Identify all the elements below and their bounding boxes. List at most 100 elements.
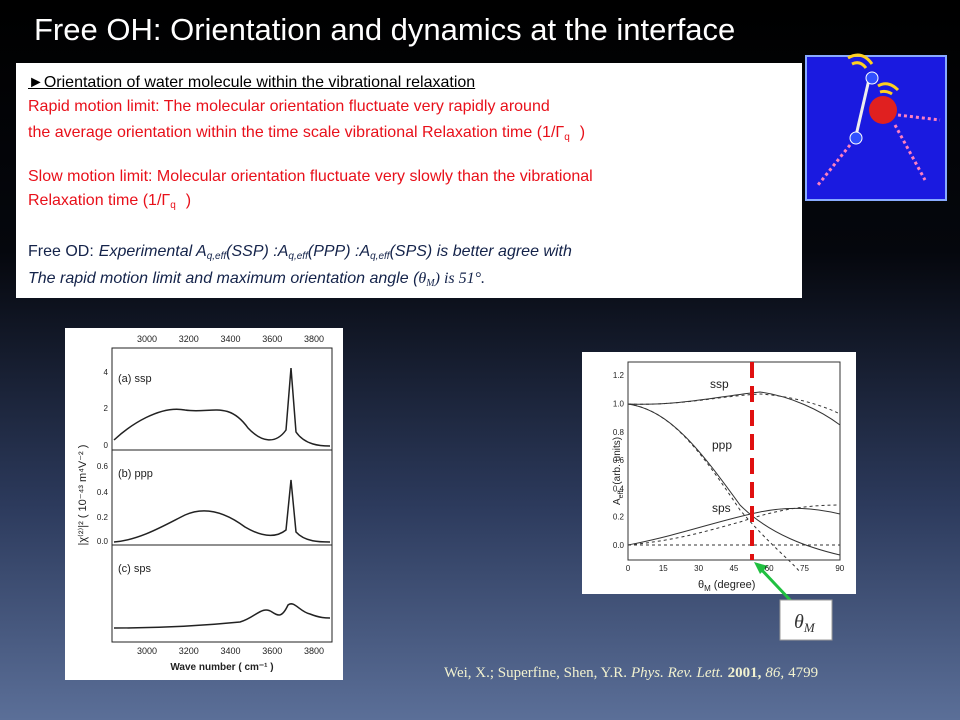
text: Experimental A — [98, 243, 207, 260]
hydrogen — [849, 131, 863, 145]
text: ) — [185, 192, 192, 209]
x-tick-label: 3400 — [220, 334, 240, 344]
x-tick-label: 3400 — [220, 646, 240, 656]
panel-label: (a) ssp — [118, 373, 152, 385]
marker-label: θM — [794, 611, 816, 635]
curve-label: ssp — [710, 377, 729, 391]
sps-curve — [113, 603, 331, 629]
subscript: M — [704, 584, 711, 593]
year: 2001, — [727, 665, 762, 681]
ssp-curve — [113, 367, 331, 447]
hydrogen — [865, 71, 879, 85]
pages: 4799 — [788, 665, 819, 681]
ssp-curve — [627, 391, 841, 426]
x-tick-label: 45 — [729, 564, 738, 573]
y-tick-label: 2 — [104, 404, 109, 413]
subscript: M — [803, 620, 816, 635]
text: The rapid motion limit and maximum orien… — [28, 270, 419, 287]
x-tick-label: 3600 — [262, 334, 282, 344]
panel-label: (b) ppp — [118, 468, 153, 480]
spectra-plot — [111, 347, 333, 643]
subscript: q,eff — [288, 251, 308, 262]
x-tick-label: 0 — [626, 564, 631, 573]
x-tick-label: 90 — [835, 564, 844, 573]
ppp-curve — [627, 403, 841, 556]
freeod-line: The rapid motion limit and maximum orien… — [28, 267, 485, 295]
y-tick-label: 4 — [104, 368, 109, 377]
y-axis-label: |χ⁽²⁾|² ( 10⁻⁴³ m⁴V⁻² ) — [77, 445, 89, 546]
text: θ — [418, 270, 427, 287]
text: θ — [698, 579, 704, 591]
y-axis-label: Aeff (arb. units) — [612, 437, 625, 505]
x-tick-label: 3000 — [137, 646, 157, 656]
heading: ►Orientation of water molecule within th… — [28, 74, 476, 91]
x-tick-label: 75 — [800, 564, 809, 573]
x-tick-label: 3200 — [179, 646, 199, 656]
sps-curve-dashed — [627, 504, 841, 546]
x-tick-label: 3800 — [304, 334, 324, 344]
arrow — [756, 564, 794, 604]
x-tick-label: 3200 — [179, 334, 199, 344]
marker-box — [779, 599, 833, 641]
y-tick-label: 0.0 — [613, 541, 625, 550]
y-tick-label: 0.4 — [97, 488, 109, 497]
x-tick-label: 3600 — [262, 646, 282, 656]
y-tick-label: 0 — [104, 441, 109, 450]
x-tick-label: 15 — [659, 564, 668, 573]
sps-curve — [627, 507, 841, 546]
rapid-line: the average orientation within the time … — [28, 121, 585, 149]
text: (SSP) :A — [226, 243, 289, 260]
aeff-plot — [627, 361, 841, 573]
y-tick-label: 1.0 — [613, 400, 625, 409]
x-tick-label: 3000 — [137, 334, 157, 344]
text: (SPS) is better agree with — [389, 243, 572, 260]
ssp-curve-dashed — [627, 393, 841, 415]
x-axis-label: θM (degree) — [698, 579, 755, 593]
oxygen — [869, 96, 897, 124]
x-tick-label: 3800 — [304, 646, 324, 656]
x-tick-label: 60 — [765, 564, 774, 573]
y-tick-label: 0.6 — [613, 456, 625, 465]
text: ) is 51°. — [434, 270, 486, 287]
text: (PPP) :A — [307, 243, 371, 260]
curve-label: sps — [712, 501, 731, 515]
subscript: q,eff — [206, 251, 227, 262]
subscript: q — [170, 200, 176, 211]
x-tick-label: 30 — [694, 564, 703, 573]
molecule — [816, 53, 941, 186]
subscript: q,eff — [370, 251, 390, 262]
text: ) — [579, 124, 586, 141]
text: Free OD: — [28, 243, 94, 260]
hbond — [893, 124, 927, 181]
bond — [853, 74, 872, 141]
x-axis-label: Wave number ( cm⁻¹ ) — [170, 662, 273, 673]
y-tick-label: 0.0 — [97, 537, 109, 546]
text: A — [612, 498, 623, 505]
subscript: q — [564, 132, 570, 143]
frame — [627, 361, 841, 561]
spectra-figure — [65, 328, 343, 680]
hbond — [897, 113, 941, 122]
vibration — [847, 53, 900, 96]
hbond — [816, 144, 852, 186]
y-tick-label: 1.2 — [613, 371, 625, 380]
volume: 86, — [765, 665, 785, 681]
text: θ — [794, 611, 804, 633]
curve-label: ppp — [712, 438, 732, 452]
frame — [111, 347, 333, 643]
slow-line: Relaxation time (1/Γq) — [28, 189, 191, 217]
ppp-curve-dashed — [627, 403, 801, 573]
y-tick-label: 0.6 — [97, 462, 109, 471]
freeod-line: Free OD: Experimental Aq,eff(SSP) :Aq,eff… — [28, 240, 572, 268]
text-box: ►Orientation of water molecule within th… — [16, 63, 802, 298]
ppp-curve — [113, 479, 331, 543]
subscript: M — [426, 278, 435, 289]
subscript: eff — [618, 491, 625, 499]
arrow-head — [754, 562, 768, 574]
text: (degree) — [714, 579, 756, 591]
slide-title: Free OH: Orientation and dynamics at the… — [34, 12, 736, 47]
panel-label: (c) sps — [118, 563, 152, 575]
text: (arb. units) — [612, 437, 623, 485]
